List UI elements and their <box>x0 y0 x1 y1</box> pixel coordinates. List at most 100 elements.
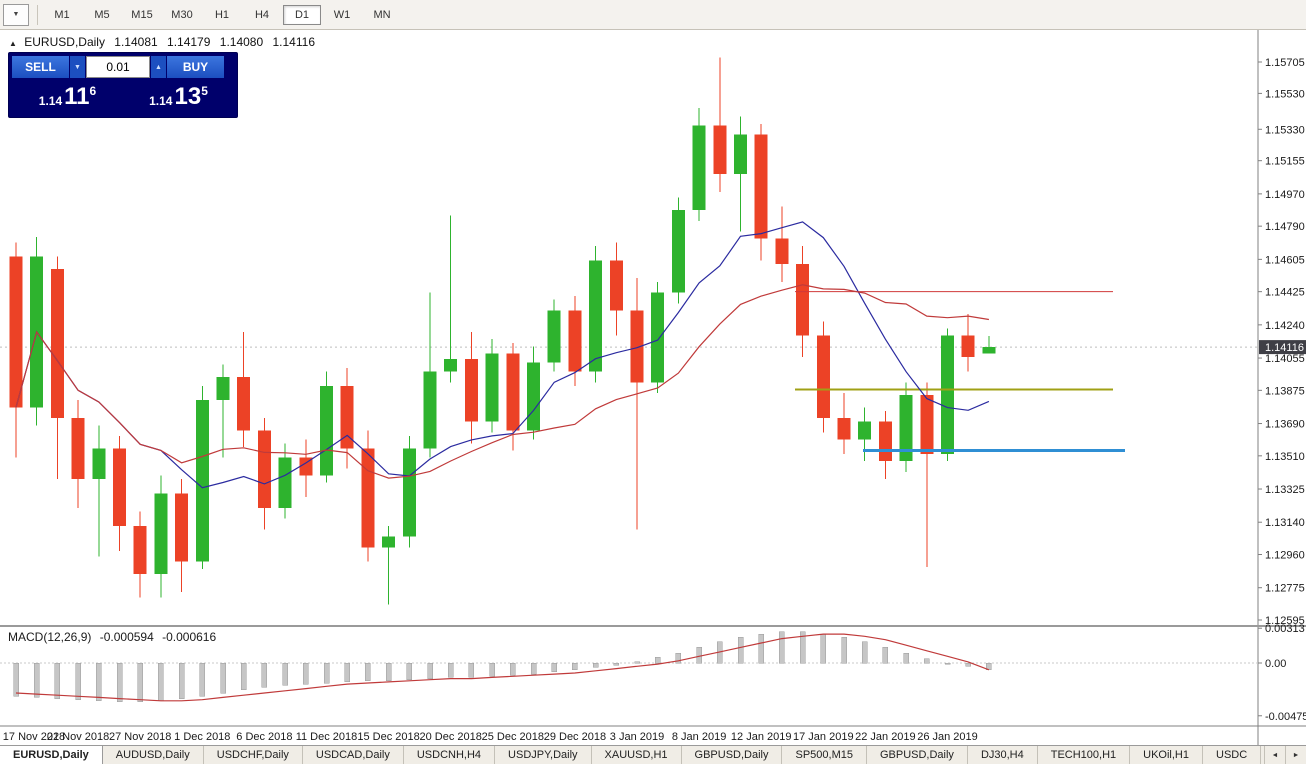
symbol-tab[interactable]: DJ30,H4 <box>968 746 1038 764</box>
symbol-tab[interactable]: UKOil,H1 <box>1130 746 1203 764</box>
price-tick-label: 1.12960 <box>1265 550 1305 562</box>
price-tick-label: 1.13140 <box>1265 517 1305 529</box>
macd-histogram-bar <box>406 662 413 680</box>
expand-triangle-icon[interactable]: ▲ <box>9 39 17 48</box>
macd-histogram-bar <box>427 662 433 679</box>
macd-histogram-bar <box>220 662 226 694</box>
one-click-trading-panel: SELL ▼ ▲ BUY 1.14 11 6 1.14 13 5 <box>8 52 238 118</box>
symbol-tab[interactable]: EURUSD,Daily <box>0 746 103 764</box>
candle-body <box>899 394 913 462</box>
candle-body <box>734 134 747 175</box>
date-label: 11 Dec 2018 <box>296 731 358 743</box>
candle-body <box>50 269 64 419</box>
tab-scroll-right-button[interactable]: ► <box>1285 746 1306 764</box>
moving-average-8 <box>15 221 990 489</box>
timeframe-button-m1[interactable]: M1 <box>54 8 70 21</box>
symbol-tab[interactable]: GBPUSD,Daily <box>867 746 968 764</box>
macd-histogram-bar <box>303 662 309 685</box>
price-tick-label: 1.12775 <box>1265 583 1305 595</box>
timeframe-button-m30[interactable]: M30 <box>171 8 193 21</box>
macd-histogram-bar <box>903 652 909 664</box>
macd-histogram-bar <box>675 652 682 664</box>
chart-selector-dropdown[interactable]: ▼ <box>3 3 29 26</box>
candle-body <box>837 418 851 440</box>
macd-tick-label: 0.00 <box>1265 658 1286 670</box>
volume-decrease-button[interactable]: ▼ <box>70 56 85 78</box>
timeframe-button-d1[interactable]: D1 <box>283 4 321 25</box>
price-tick-label: 1.13510 <box>1265 451 1305 463</box>
macd-main-value: -0.000594 <box>99 630 154 644</box>
symbol-tabbar: EURUSD,Daily AUDUSD,Daily USDCHF,Daily USDC… <box>0 745 1306 764</box>
macd-histogram-bar <box>365 662 371 682</box>
macd-histogram-bar <box>654 657 661 664</box>
candle-body <box>547 310 561 363</box>
timeframe-button-w1[interactable]: W1 <box>333 8 351 21</box>
timeframe-button-h4[interactable]: H4 <box>254 8 270 21</box>
volume-increase-button[interactable]: ▲ <box>151 56 166 78</box>
symbol-tab[interactable]: XAUUSD,H1 <box>592 746 682 764</box>
macd-histogram-bar <box>551 662 557 673</box>
timeframe-button-h1[interactable]: H1 <box>214 8 230 21</box>
candle-body <box>506 353 520 431</box>
date-label: 8 Jan 2019 <box>672 731 726 743</box>
chart-ohlc-header: ▲ EURUSD,Daily 1.14081 1.14179 1.14080 1… <box>9 35 321 49</box>
symbol-tab[interactable]: USDCAD,Daily <box>303 746 404 764</box>
arrow-right-icon: ► <box>1292 751 1300 759</box>
ohlc-open: 1.14081 <box>114 35 158 49</box>
symbol-tab[interactable]: GBPUSD,Daily <box>682 746 783 764</box>
candle-body <box>589 260 603 372</box>
date-label: 6 Dec 2018 <box>236 731 292 743</box>
buy-button[interactable]: BUY <box>167 56 224 78</box>
candle-body <box>237 376 251 431</box>
current-price-badge-text: 1.14116 <box>1265 342 1304 354</box>
symbol-tab[interactable]: USDCNH,H4 <box>404 746 496 764</box>
macd-signal-value: -0.000616 <box>162 630 217 644</box>
macd-tick-label: -0.00475 <box>1265 711 1306 723</box>
macd-histogram-bar <box>820 633 827 664</box>
timeframe-button-m15[interactable]: M15 <box>131 8 153 21</box>
sell-button[interactable]: SELL <box>12 56 69 78</box>
date-label: 15 Dec 2018 <box>357 731 419 743</box>
candle-body <box>858 421 872 440</box>
candle-body <box>961 335 975 358</box>
timeframe-toolbar: ▼ M1 M5 M15 M30 H1 H4 D1 W1 MN <box>0 0 1306 30</box>
candle-body <box>382 536 396 548</box>
macd-histogram-bar <box>882 647 889 664</box>
macd-histogram-bar <box>737 637 744 664</box>
timeframe-button-m5[interactable]: M5 <box>94 8 110 21</box>
price-tick-label: 1.14055 <box>1265 353 1305 365</box>
candle-body <box>402 448 416 537</box>
date-label: 17 Jan 2019 <box>793 731 854 743</box>
candle-body <box>920 394 934 455</box>
candle-body <box>423 371 437 449</box>
macd-histogram-bar <box>137 662 143 703</box>
macd-histogram-bar <box>613 662 620 666</box>
macd-histogram-bar <box>344 662 350 683</box>
tab-scroll-left-button[interactable]: ◄ <box>1264 746 1285 764</box>
macd-name: MACD(12,26,9) <box>8 630 92 644</box>
candle-body <box>175 493 189 562</box>
symbol-tab[interactable]: USDJPY,Daily <box>495 746 592 764</box>
symbol-tab[interactable]: TECH100,H1 <box>1038 746 1131 764</box>
date-label: 25 Dec 2018 <box>482 731 544 743</box>
timeframe-button-mn[interactable]: MN <box>373 8 391 21</box>
sell-price-display: 1.14 11 6 <box>12 80 123 114</box>
candle-body <box>527 362 540 431</box>
volume-input[interactable] <box>86 56 150 78</box>
buy-price-display: 1.14 13 5 <box>123 80 234 114</box>
price-tick-label: 1.15155 <box>1265 156 1305 168</box>
macd-histogram-bar <box>447 662 454 678</box>
price-tick-label: 1.12595 <box>1265 615 1305 627</box>
symbol-tab[interactable]: USDCHF,Daily <box>204 746 303 764</box>
macd-histogram-bar <box>240 662 247 690</box>
symbol-tab[interactable]: AUDUSD,Daily <box>103 746 204 764</box>
macd-histogram-bar <box>861 641 868 664</box>
macd-histogram-bar <box>54 662 61 699</box>
sell-price-prefix: 1.14 <box>38 94 63 108</box>
candle-body <box>878 421 892 462</box>
macd-tick-label: 0.00313 <box>1265 623 1305 635</box>
symbol-tab[interactable]: USDC <box>1203 746 1262 764</box>
symbol-tab[interactable]: SP500,M15 <box>782 746 867 764</box>
macd-histogram-bar <box>634 661 640 664</box>
